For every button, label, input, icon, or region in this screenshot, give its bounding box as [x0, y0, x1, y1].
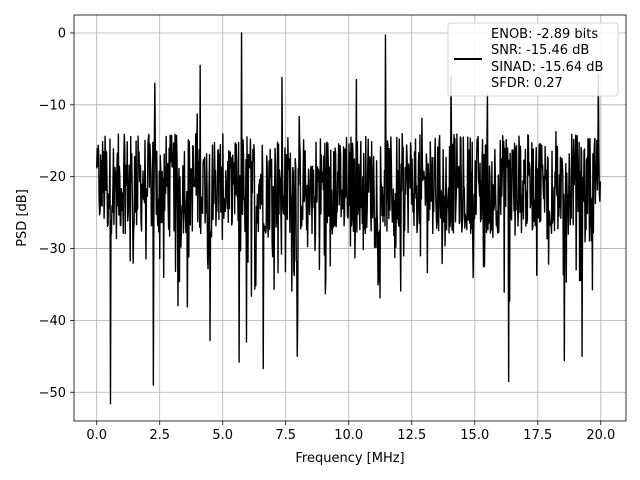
legend: ENOB: -2.89 bits SNR: -15.46 dB SINAD: -… — [447, 22, 619, 97]
x-tick-label: 2.5 — [149, 428, 170, 443]
y-axis-label: PSD [dB] — [15, 189, 30, 247]
y-tick-label: 0 — [58, 26, 66, 41]
y-tick-label: −40 — [39, 314, 66, 329]
x-tick-label: 10.0 — [334, 428, 363, 443]
x-axis-ticks: 0.0 2.5 5.0 7.5 10.0 12.5 15.0 17.5 20.0 — [86, 421, 615, 443]
legend-sinad: SINAD: -15.64 dB — [491, 60, 603, 75]
legend-box — [447, 22, 619, 97]
y-axis-ticks: 0 −10 −20 −30 −40 −50 — [39, 26, 74, 401]
y-tick-label: −20 — [39, 170, 66, 185]
psd-series-line — [95, 32, 602, 405]
x-tick-label: 12.5 — [397, 428, 426, 443]
x-axis-label: Frequency [MHz] — [295, 451, 404, 466]
legend-enob: ENOB: -2.89 bits — [491, 27, 598, 42]
series-layer — [95, 32, 602, 405]
y-tick-label: −30 — [39, 242, 66, 257]
plot-frame — [73, 14, 627, 422]
legend-sfdr: SFDR: 0.27 — [491, 76, 563, 91]
y-tick-label: −50 — [39, 386, 66, 401]
x-tick-label: 7.5 — [275, 428, 296, 443]
x-tick-label: 0.0 — [86, 428, 107, 443]
x-tick-label: 15.0 — [460, 428, 489, 443]
x-tick-label: 17.5 — [523, 428, 552, 443]
legend-snr: SNR: -15.46 dB — [491, 43, 589, 58]
y-tick-label: −10 — [39, 98, 66, 113]
x-tick-label: 20.0 — [586, 428, 615, 443]
x-tick-label: 5.0 — [212, 428, 233, 443]
